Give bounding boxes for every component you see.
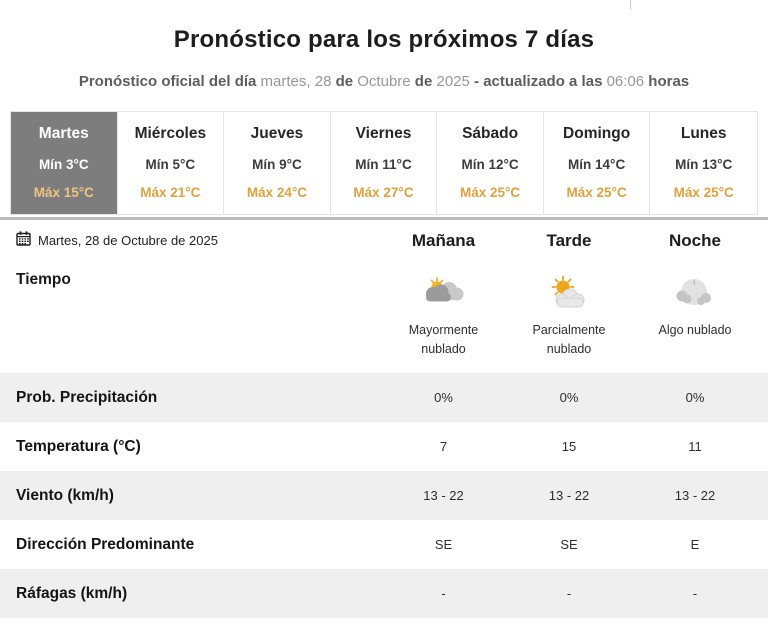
row-value: 0%: [559, 390, 579, 405]
subtitle-segment: - actualizado a las: [474, 73, 607, 90]
row-value: -: [692, 586, 698, 601]
day-tab-label: Miércoles: [134, 125, 207, 142]
partly-cloudy-night-icon: [671, 275, 719, 311]
subtitle-segment: 06:06: [606, 73, 649, 90]
period-header-manana: Mañana: [411, 230, 476, 250]
subtitle-segment: de: [414, 73, 437, 90]
date-header-row: Martes, 28 de Octubre de 2025 Mañana Tar…: [0, 220, 768, 261]
row-value: 0%: [434, 390, 453, 405]
weather-cell-tarde: Parcialmente nublado: [506, 261, 632, 359]
row-value: 11: [688, 439, 702, 454]
page-title: Pronóstico para los próximos 7 días: [173, 26, 595, 53]
page-subtitle: Pronóstico oficial del día martes, 28 de…: [0, 73, 768, 90]
table-row-wind-direction: Dirección Predominante SE SE E: [0, 520, 768, 569]
day-tab-min-temp: Mín 14°C: [568, 157, 626, 172]
mostly-cloudy-day-icon: [420, 275, 468, 311]
weather-caption: Parcialmente nublado: [532, 323, 606, 356]
period-header-noche: Noche: [669, 230, 721, 250]
weather-cell-manana: Mayormente nublado: [381, 261, 506, 359]
subtitle-segment: 2025: [436, 73, 475, 90]
day-tab-min-temp: Mín 3°C: [38, 157, 89, 172]
table-row-wind: Viento (km/h) 13 - 22 13 - 22 13 - 22: [0, 471, 768, 520]
scrollbar-artifact: [630, 0, 631, 9]
weather-cell-noche: Algo nublado: [632, 261, 758, 340]
day-tab-min-temp: Mín 13°C: [675, 157, 733, 172]
tabs-divider: [0, 217, 768, 220]
day-tab-max-temp: Máx 27°C: [353, 185, 414, 200]
day-tab-max-temp: Máx 25°C: [673, 185, 734, 200]
day-tab-min-temp: Mín 12°C: [461, 157, 519, 172]
row-value: 13 - 22: [423, 488, 464, 503]
row-value: 13 - 22: [548, 488, 590, 503]
row-value: SE: [434, 537, 453, 552]
day-tab-jueves[interactable]: Jueves Mín 9°C Máx 24°C: [224, 112, 331, 214]
day-tab-label: Viernes: [355, 125, 412, 142]
day-tab-lunes[interactable]: Lunes Mín 13°C Máx 25°C: [650, 112, 757, 214]
partly-cloudy-day-icon: [545, 275, 593, 311]
table-row-temperature: Temperatura (°C) 7 15 11: [0, 422, 768, 471]
day-tab-label: Sábado: [462, 125, 519, 142]
day-tab-martes[interactable]: Martes Mín 3°C Máx 15°C: [11, 112, 118, 214]
table-row-precipitation: Prob. Precipitación 0% 0% 0%: [0, 373, 768, 422]
weather-row-label: Tiempo: [16, 271, 71, 288]
row-value: 7: [439, 439, 448, 454]
day-tab-max-temp: Máx 25°C: [459, 185, 521, 200]
day-tab-domingo[interactable]: Domingo Mín 14°C Máx 25°C: [543, 112, 651, 214]
selected-date: Martes, 28 de Octubre de 2025: [38, 233, 218, 248]
row-label: Ráfagas (km/h): [16, 584, 128, 602]
day-tab-label: Lunes: [680, 125, 727, 142]
table-row-gusts: Ráfagas (km/h) - - -: [0, 569, 768, 618]
day-tab-label: Domingo: [563, 125, 631, 142]
period-header-tarde: Tarde: [546, 230, 592, 250]
subtitle-segment: Pronóstico oficial del día: [78, 73, 261, 90]
row-value: E: [690, 537, 700, 552]
day-tab-max-temp: Máx 21°C: [140, 185, 201, 200]
weather-caption: Mayormente nublado: [408, 323, 479, 356]
calendar-icon: [16, 230, 31, 251]
subtitle-segment: de: [335, 73, 358, 90]
date-cell: Martes, 28 de Octubre de 2025: [0, 230, 381, 251]
row-label: Viento (km/h): [16, 486, 114, 504]
day-tabs-strip: Martes Mín 3°C Máx 15°C Miércoles Mín 5°…: [10, 111, 758, 215]
subtitle-segment: martes, 28: [260, 73, 336, 90]
row-value: 15: [561, 439, 577, 454]
day-tab-miercoles[interactable]: Miércoles Mín 5°C Máx 21°C: [117, 112, 225, 214]
day-tab-label: Jueves: [250, 125, 304, 142]
row-value: -: [441, 586, 446, 601]
subtitle-segment: horas: [648, 73, 690, 90]
day-tab-viernes[interactable]: Viernes Mín 11°C Máx 27°C: [330, 112, 438, 214]
row-value: -: [566, 586, 572, 601]
day-tab-min-temp: Mín 11°C: [355, 157, 412, 172]
row-label: Dirección Predominante: [16, 535, 195, 553]
day-tab-label: Martes: [38, 125, 89, 142]
day-tab-max-temp: Máx 24°C: [246, 185, 308, 200]
subtitle-segment: Octubre: [357, 73, 415, 90]
day-tab-min-temp: Mín 9°C: [252, 157, 302, 172]
row-value: 13 - 22: [674, 488, 716, 503]
day-tab-max-temp: Máx 25°C: [566, 185, 627, 200]
row-value: SE: [560, 537, 578, 552]
row-label: Temperatura (°C): [16, 437, 141, 455]
row-value: 0%: [685, 390, 705, 405]
weather-row: Tiempo Mayormente nublado: [0, 261, 768, 373]
day-tab-max-temp: Máx 15°C: [33, 185, 94, 200]
weather-caption: Algo nublado: [658, 323, 732, 337]
day-tab-min-temp: Mín 5°C: [145, 157, 196, 172]
day-tab-sabado[interactable]: Sábado Mín 12°C Máx 25°C: [437, 112, 544, 214]
row-label: Prob. Precipitación: [16, 388, 158, 406]
page-header: Pronóstico para los próximos 7 días Pron…: [0, 0, 768, 90]
